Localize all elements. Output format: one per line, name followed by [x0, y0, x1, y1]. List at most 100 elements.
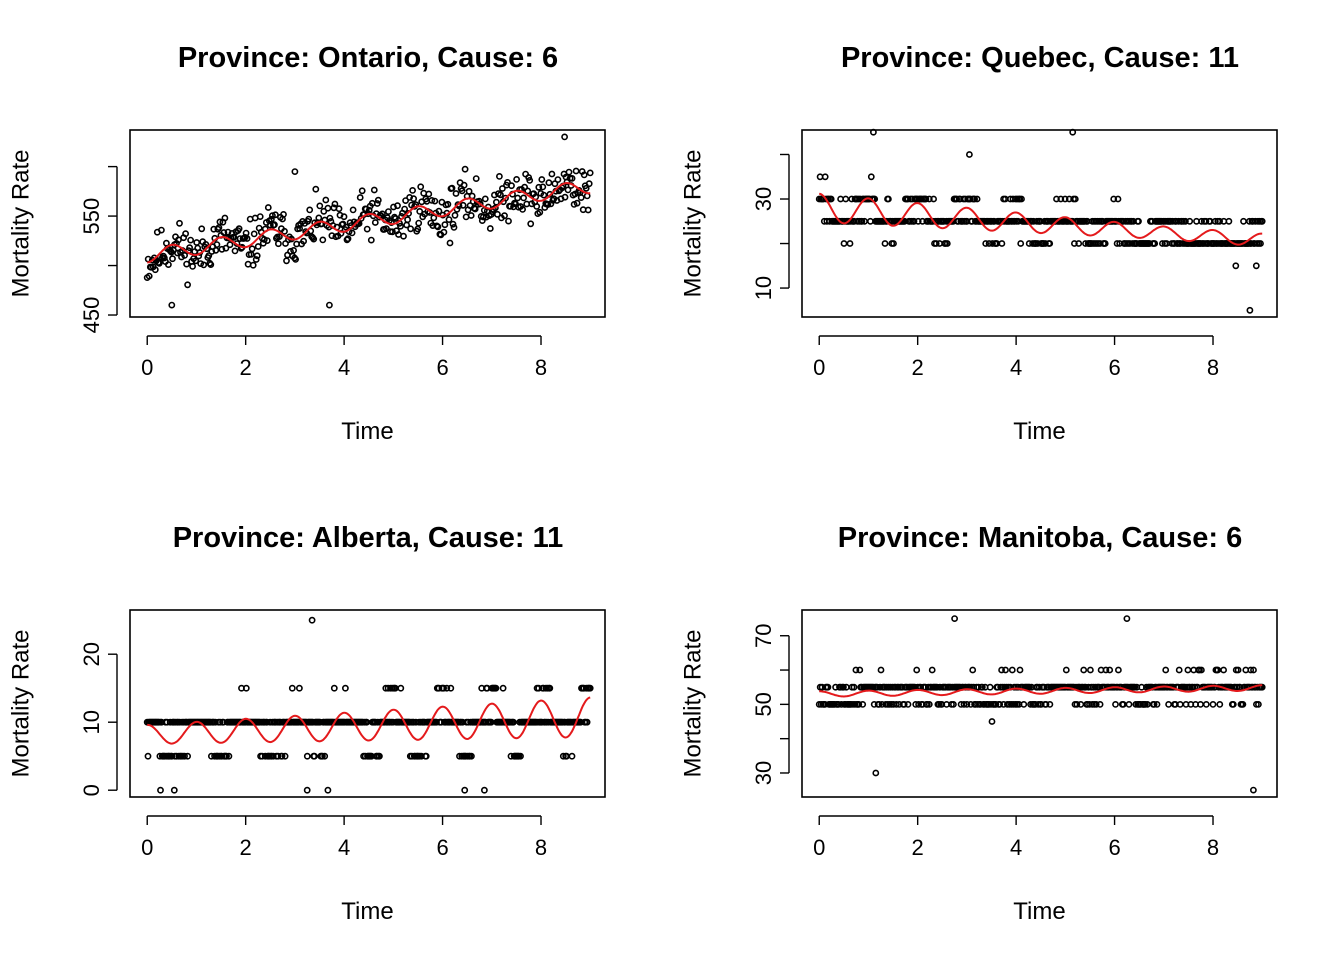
data-point: [174, 249, 181, 257]
fitted-trend-line: [818, 192, 1263, 246]
data-point: [859, 701, 867, 708]
data-point: [925, 195, 933, 203]
data-point: [943, 240, 951, 247]
data-point: [520, 194, 527, 202]
data-point: [409, 186, 416, 194]
fitted-trend-line: [147, 696, 591, 745]
data-points: [143, 616, 594, 794]
data-point: [291, 168, 299, 175]
data-point: [1197, 701, 1204, 708]
data-point: [253, 252, 261, 260]
data-point: [193, 239, 201, 246]
data-point: [441, 221, 449, 229]
x-tick-label: 8: [1207, 835, 1219, 860]
data-point: [446, 239, 454, 247]
data-point: [535, 183, 543, 191]
data-point: [162, 239, 170, 247]
data-point: [451, 211, 459, 219]
data-point: [539, 183, 547, 191]
data-point: [444, 200, 452, 208]
data-point: [1216, 217, 1223, 225]
data-point: [992, 701, 1000, 708]
data-point: [1042, 240, 1049, 247]
data-point: [1119, 217, 1127, 225]
data-point: [187, 236, 194, 244]
data-point: [585, 180, 593, 188]
data-point: [448, 184, 456, 192]
data-point: [524, 187, 532, 195]
data-point: [505, 217, 512, 225]
y-tick-label: 10: [751, 276, 776, 300]
y-tick-label: 450: [79, 297, 104, 334]
y-tick-label: 70: [751, 623, 776, 647]
data-point: [374, 196, 382, 204]
data-point: [904, 195, 912, 203]
data-point: [270, 221, 278, 229]
data-point: [840, 683, 847, 691]
x-tick-label: 6: [436, 835, 448, 860]
data-point: [1110, 195, 1118, 203]
data-point: [447, 684, 455, 692]
data-point: [1165, 701, 1172, 708]
data-point: [998, 666, 1005, 674]
y-tick-label: 10: [79, 710, 104, 734]
x-axis-label: Time: [1013, 898, 1065, 925]
data-point: [1247, 666, 1255, 674]
data-point: [181, 251, 188, 259]
data-point: [544, 201, 552, 208]
data-point: [508, 182, 515, 190]
data-point: [1046, 240, 1054, 247]
data-point: [1216, 701, 1224, 708]
data-point: [540, 191, 548, 199]
data-point: [930, 195, 937, 203]
data-point: [1234, 666, 1242, 674]
data-point: [572, 167, 580, 175]
data-point: [893, 701, 900, 708]
data-point: [842, 195, 850, 203]
data-point: [1252, 262, 1260, 270]
data-point: [1053, 195, 1060, 203]
data-point: [885, 195, 892, 203]
data-point: [242, 229, 250, 237]
data-point: [507, 202, 514, 210]
data-point: [440, 684, 447, 692]
data-point: [443, 684, 451, 692]
data-point: [170, 786, 178, 794]
data-point: [322, 196, 330, 204]
data-point: [460, 181, 468, 189]
data-point: [203, 245, 211, 253]
data-point: [310, 752, 318, 760]
data-point: [586, 169, 594, 177]
data-point: [465, 187, 473, 195]
data-point: [1069, 128, 1077, 136]
data-point: [1246, 217, 1253, 225]
data-point: [207, 261, 215, 268]
data-points: [815, 615, 1266, 794]
data-point: [1018, 195, 1025, 203]
data-point: [1065, 195, 1073, 203]
y-tick-label: 20: [79, 642, 104, 666]
data-point: [349, 206, 357, 214]
data-point: [168, 301, 176, 309]
data-point: [925, 701, 933, 708]
data-point: [212, 246, 220, 254]
data-point: [375, 752, 383, 760]
data-point: [164, 261, 172, 268]
data-point: [1016, 666, 1024, 674]
data-point: [458, 187, 466, 195]
data-point: [966, 195, 974, 203]
data-point: [1186, 217, 1194, 225]
plot-frame: [129, 129, 606, 318]
data-point: [471, 205, 479, 213]
fitted-trend-line: [819, 684, 1263, 698]
data-point: [568, 174, 576, 182]
data-point: [181, 752, 188, 760]
data-point: [492, 684, 500, 692]
data-point: [1102, 666, 1110, 674]
data-point: [1077, 701, 1085, 708]
data-point: [198, 225, 206, 233]
data-point: [169, 255, 176, 263]
plot-frame: [801, 129, 1278, 318]
data-point: [192, 257, 200, 265]
data-point: [472, 175, 480, 182]
